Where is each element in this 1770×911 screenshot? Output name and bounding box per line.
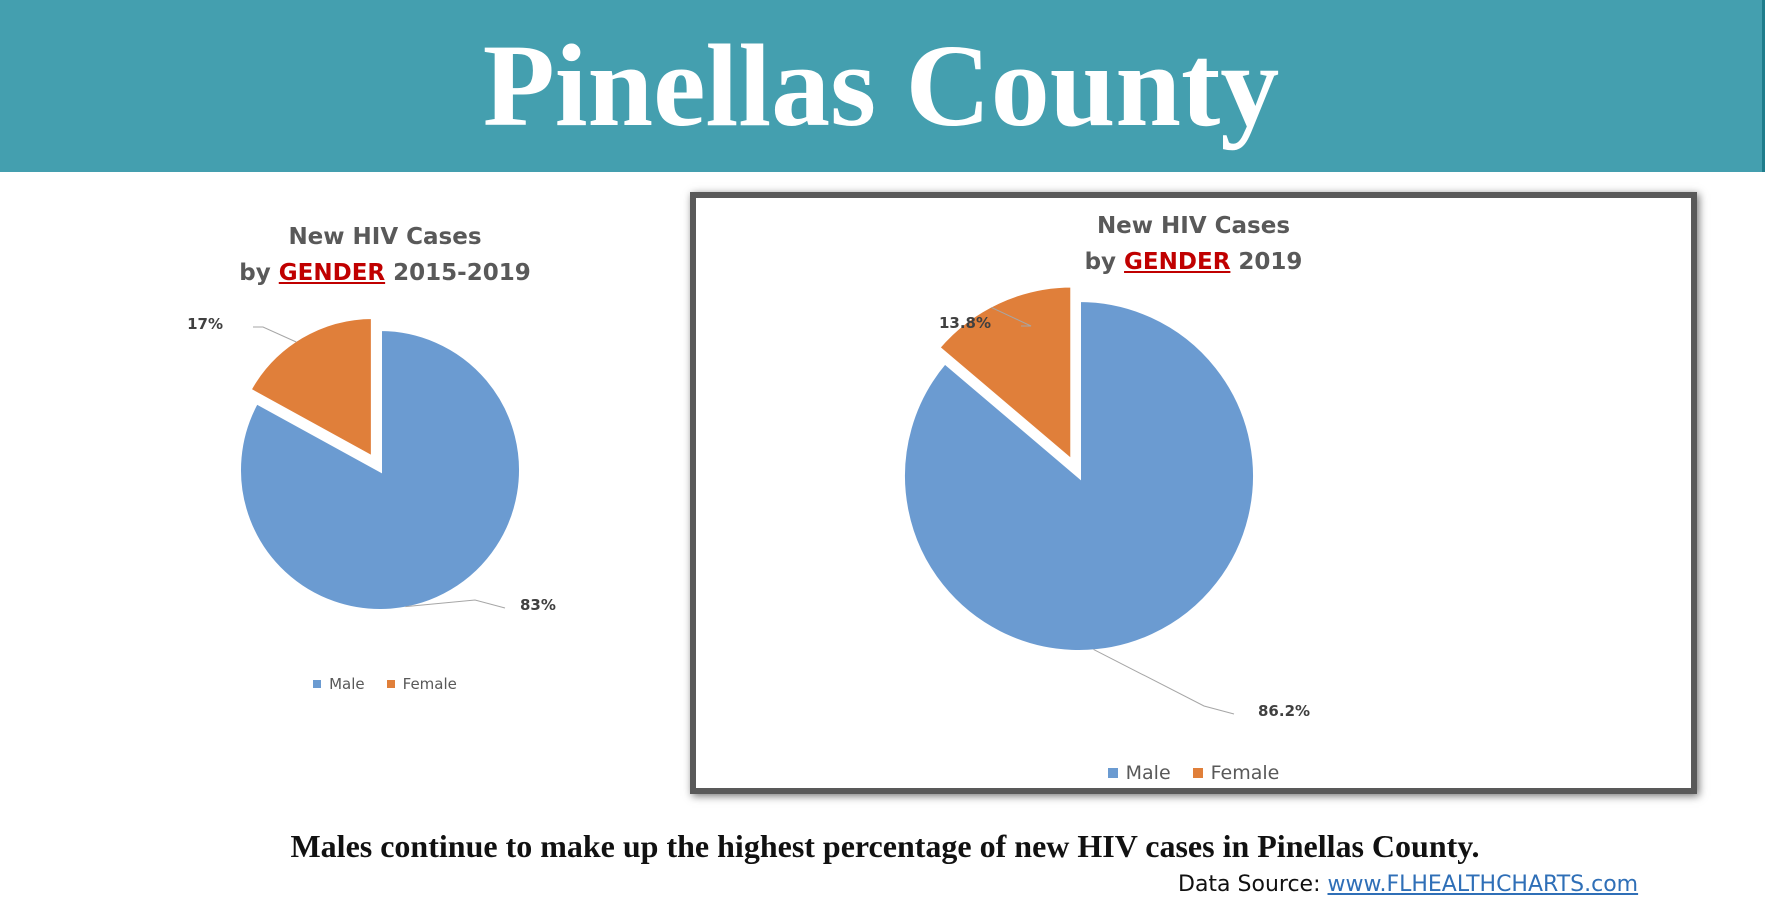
data-source-link[interactable]: www.FLHEALTHCHARTS.com	[1327, 872, 1639, 897]
data-label-male: 83%	[520, 596, 556, 614]
chart-title-emphasis: GENDER	[278, 260, 386, 286]
chart-legend: Male Female	[696, 762, 1691, 784]
legend-swatch-female	[386, 680, 395, 688]
pie-chart: 86.2% 13.8%	[901, 283, 1310, 720]
chart-title-emphasis: GENDER	[1124, 249, 1231, 275]
chart-title: New HIV Cases by GENDER 2015-2019	[185, 219, 585, 291]
pie-slice-male	[901, 297, 1257, 654]
legend-label-male: Male	[1125, 762, 1171, 784]
header-banner: Pinellas County	[0, 0, 1765, 172]
data-label-female: 17%	[187, 315, 223, 333]
chart-title-line2: by GENDER 2019	[696, 244, 1691, 280]
chart-title-line1: New HIV Cases	[288, 224, 482, 250]
page-title: Pinellas County	[482, 20, 1280, 151]
legend-label-female: Female	[402, 675, 457, 693]
chart-2015-2019: New HIV Cases by GENDER 2015-2019 83% 17%…	[185, 205, 585, 715]
leader-line-male	[405, 599, 506, 609]
chart-title-prefix: by	[239, 260, 271, 286]
chart-2019: New HIV Cases by GENDER 2019 86.2% 13.8% …	[690, 192, 1697, 794]
legend-item-female: Female	[1192, 762, 1280, 784]
data-source: Data Source: www.FLHEALTHCHARTS.com	[1178, 872, 1638, 897]
pie-slice-male	[237, 326, 523, 613]
legend-swatch-male	[1107, 768, 1118, 778]
chart-title-line2: by GENDER 2015-2019	[185, 255, 585, 291]
pie-slice-female	[246, 314, 375, 462]
leader-line-female	[253, 326, 297, 343]
legend-swatch-female	[1192, 768, 1203, 778]
legend-item-male: Male	[313, 675, 365, 693]
leader-line-female	[991, 306, 1032, 327]
legend-item-male: Male	[1107, 762, 1171, 784]
chart-title-line1: New HIV Cases	[1096, 213, 1291, 239]
legend-label-male: Male	[329, 675, 365, 693]
chart-legend: Male Female	[185, 675, 585, 693]
leader-line-male	[1093, 648, 1235, 715]
summary-caption: Males continue to make up the highest pe…	[290, 828, 1480, 864]
chart-title-prefix: by	[1084, 249, 1117, 275]
legend-label-female: Female	[1210, 762, 1280, 784]
pie-slice-female	[935, 283, 1075, 466]
chart-title-suffix: 2019	[1238, 249, 1303, 275]
chart-title-suffix: 2015-2019	[393, 260, 531, 286]
data-label-female: 13.8%	[939, 314, 991, 332]
legend-swatch-male	[313, 680, 322, 688]
chart-title: New HIV Cases by GENDER 2019	[696, 208, 1691, 280]
pie-chart: 83% 17%	[187, 314, 556, 614]
data-label-male: 86.2%	[1258, 702, 1310, 720]
data-source-label: Data Source:	[1178, 872, 1321, 897]
legend-item-female: Female	[386, 675, 457, 693]
